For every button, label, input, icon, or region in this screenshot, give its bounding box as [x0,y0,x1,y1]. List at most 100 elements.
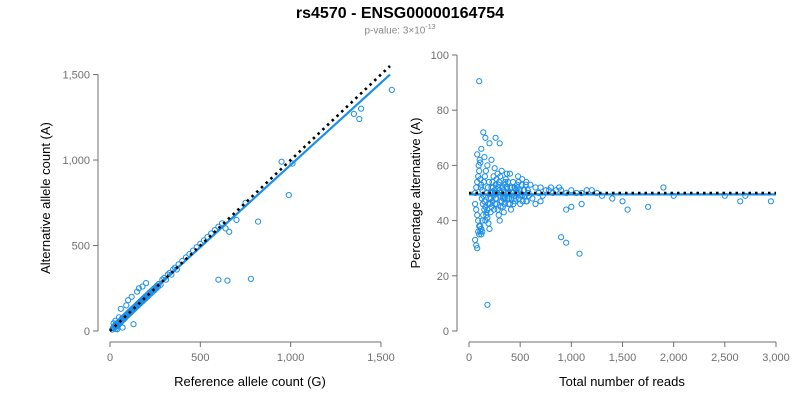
data-point [767,198,775,205]
data-point [504,178,511,186]
data-point [152,284,159,291]
pvalue-text: p-value: 3×10 [364,25,426,37]
data-point [135,285,142,292]
data-point [522,181,529,188]
data-point [123,302,130,309]
x-axis-label: Total number of reads [559,374,685,389]
data-point [578,189,585,197]
data-point [527,181,534,188]
y-axis-label: Alternative allele count (A) [38,122,53,274]
data-point [529,195,536,202]
data-point [358,105,365,112]
data-point [496,217,503,224]
data-point [474,151,481,158]
data-point [134,288,141,295]
y-tick-label: 60 [437,160,449,172]
x-tick-label: 500 [511,352,529,364]
x-tick-label: 1,000 [277,352,305,364]
data-point [143,280,150,287]
data-point [356,115,363,123]
data-point [478,145,485,152]
data-point [482,167,489,174]
data-point [558,234,565,241]
x-axis-label: Reference allele count (G) [174,374,326,389]
data-point [472,200,479,208]
data-point [224,277,231,284]
data-point [114,326,121,333]
x-tick-label: 2,000 [660,352,688,364]
pvalue-exponent: -13 [425,24,436,31]
data-point [609,195,616,202]
x-tick-label: 1,000 [558,352,586,364]
x-tick-label: 500 [191,352,209,364]
data-point [516,187,523,194]
data-point [742,192,749,199]
data-point [473,242,480,249]
y-tick-label: 1,500 [62,70,90,82]
data-point [499,184,506,191]
data-point [568,203,575,210]
data-point [619,198,626,205]
data-point [660,184,667,191]
data-point [476,156,483,163]
x-tick-label: 0 [466,352,472,364]
data-point [503,170,510,177]
data-point [484,162,491,169]
data-point [485,220,492,227]
data-point [624,206,631,213]
data-point [588,187,595,194]
data-point [495,212,502,219]
data-point [496,178,503,186]
data-point [598,192,606,199]
data-point [350,110,357,118]
data-point [255,218,262,225]
data-point [247,275,254,282]
data-point [479,200,486,208]
data-point [496,140,503,147]
data-point [486,225,493,232]
data-point [645,203,652,210]
data-point [484,184,491,191]
y-tick-label: 0 [84,326,90,338]
data-point [498,167,505,174]
data-point [519,198,526,205]
y-tick-label: 1,000 [62,155,90,167]
data-point [481,173,488,180]
chart-subtitle: p-value: 3×10-13 [0,24,800,36]
data-point [537,184,544,191]
data-point [473,206,480,213]
data-point [511,184,518,191]
x-tick-label: 0 [107,352,113,364]
fit-line [109,73,391,331]
data-point [474,212,481,219]
data-point [215,276,222,283]
data-point [510,200,517,208]
data-point [488,156,495,163]
data-point [233,216,240,223]
data-point [578,200,585,208]
data-point [563,206,570,213]
data-point [222,225,229,232]
data-point [492,134,499,141]
data-point [482,134,489,141]
data-point [478,225,485,232]
data-point [507,184,514,191]
data-point [517,192,524,199]
data-point [576,250,583,257]
data-point [670,192,677,199]
data-point [556,184,563,191]
data-point [506,170,513,177]
data-point [289,160,296,167]
data-point [125,297,132,304]
x-tick-label: 1,500 [609,352,637,364]
data-point [494,189,501,197]
data-point [481,154,488,161]
data-point [139,283,146,290]
data-point [503,184,510,191]
data-point [486,140,493,147]
data-point [518,181,525,188]
data-point [472,236,479,243]
scatter-panel-allele-counts: 0 500 1,000 1,500 0 500 1,000 1,500 Reference al… [38,65,395,389]
data-point [563,239,570,246]
data-point [542,187,549,194]
